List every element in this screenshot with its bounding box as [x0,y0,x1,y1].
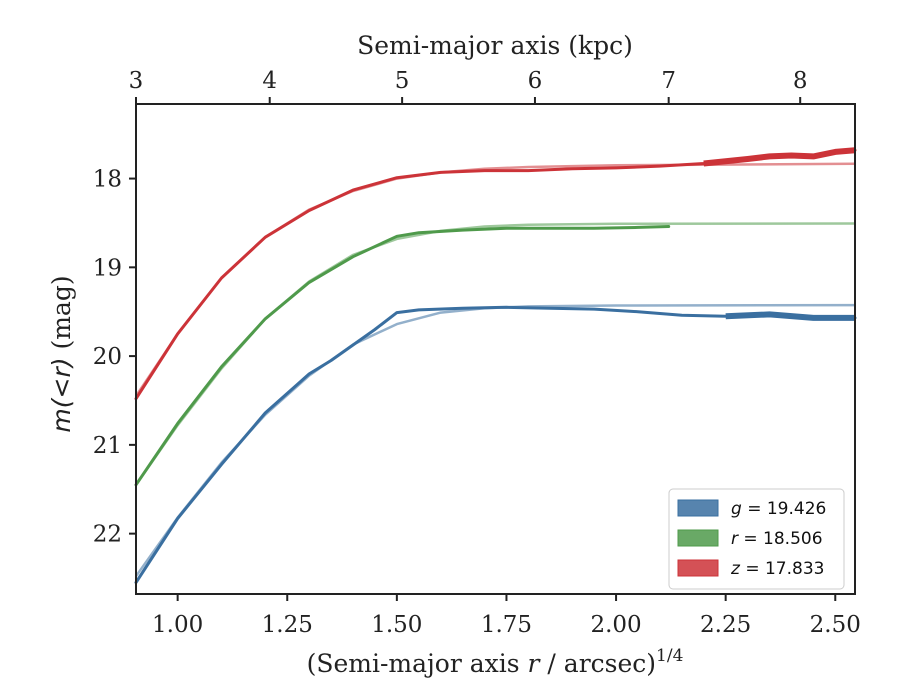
x-tick-label: 2.50 [810,612,861,638]
top-tick-label: 4 [262,68,277,94]
x-tick-label: 1.25 [262,612,313,638]
legend-swatch-z [677,559,719,577]
x-tick-label: 2.00 [590,612,641,638]
series-layer [134,147,857,584]
x-axis-title-sup: 1/4 [656,646,683,666]
y-tick-label: 22 [93,522,122,548]
x-tick-label: 1.00 [152,612,203,638]
y-axis-title-math: m(<r) [47,357,76,432]
y-tick-label: 20 [93,344,122,370]
y-axis-title-unit: (mag) [47,275,76,357]
ticks-layer: 1.00 1.25 1.50 1.75 2.00 2.25 2.50 18 19 20 21 22 3 4… [93,68,861,638]
x-tick-label: 1.50 [371,612,422,638]
x-axis-title: (Semi-major axis r / arcsec)1/4 [307,646,684,678]
legend-label-r: r = 18.506 [731,529,823,549]
x-tick-label: 2.25 [700,612,751,638]
top-tick-label: 5 [395,68,410,94]
top-tick-label: 6 [528,68,543,94]
data-line-r [134,225,671,487]
plot-frame [135,103,856,595]
top-tick-label: 3 [129,68,144,94]
top-axis-title: Semi-major axis (kpc) [357,31,633,60]
legend-swatch-g [677,499,719,517]
legend-swatch-r [677,529,719,547]
top-tick-label: 7 [661,68,676,94]
legend: g = 19.426 r = 18.506 z = 17.833 [668,488,845,590]
y-axis-title: m(<r) (mag) [47,275,76,432]
x-axis-title-var: r [528,649,542,678]
legend-label-z: z = 17.833 [730,559,824,579]
y-tick-label: 18 [93,167,122,193]
y-tick-label: 21 [93,433,122,459]
y-tick-label: 19 [93,255,122,281]
data-band-z [703,147,856,167]
legend-items: g = 19.426 r = 18.506 z = 17.833 [677,499,826,579]
x-axis-title-prefix: (Semi-major axis [307,649,528,678]
data-band-g [725,311,855,321]
legend-label-g: g = 19.426 [731,499,826,519]
x-tick-label: 1.75 [481,612,532,638]
x-axis-title-mid: / arcsec) [539,649,656,678]
top-tick-label: 8 [793,68,808,94]
